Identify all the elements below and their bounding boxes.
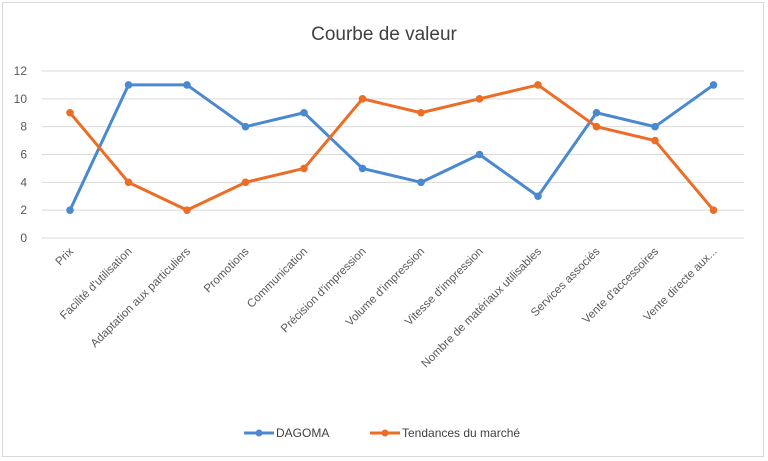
data-point	[475, 150, 484, 159]
data-point	[709, 81, 718, 89]
x-tick-label: Prix	[54, 245, 77, 268]
y-tick-label: 0	[20, 231, 27, 245]
y-tick-label: 10	[14, 92, 28, 106]
data-point	[592, 122, 601, 131]
data-point	[66, 108, 74, 117]
y-tick-label: 4	[20, 175, 27, 189]
y-tick-label: 2	[20, 203, 27, 217]
y-tick-label: 6	[20, 148, 27, 162]
data-point	[241, 122, 250, 131]
data-point	[534, 192, 542, 201]
series-line-tendances	[68, 83, 715, 212]
legend-point-marker	[255, 429, 263, 437]
chart-title: Courbe de valeur	[311, 24, 457, 45]
data-point	[417, 178, 425, 187]
data-point	[183, 81, 191, 89]
y-tick-label: 12	[14, 64, 28, 78]
data-point	[651, 122, 659, 131]
data-point	[300, 164, 308, 173]
data-point	[358, 95, 367, 103]
data-point	[651, 136, 659, 145]
data-point	[592, 108, 601, 117]
data-point	[534, 81, 542, 89]
data-point	[709, 206, 718, 214]
data-point	[183, 206, 191, 214]
data-point	[475, 95, 484, 103]
legend-label: DAGOMA	[276, 426, 329, 440]
y-tick-label: 8	[20, 120, 27, 134]
data-point	[417, 108, 425, 117]
legend-label: Tendances du marché	[402, 426, 520, 440]
series-line-dagoma	[68, 83, 715, 211]
data-point	[124, 178, 133, 187]
x-tick-label: Promotions	[202, 245, 252, 295]
x-tick-label: Adaptation aux particuliers	[89, 245, 193, 349]
data-point	[358, 164, 367, 173]
chart-frame	[2, 2, 764, 457]
data-point	[241, 178, 250, 187]
data-point	[300, 108, 308, 117]
data-point	[124, 81, 133, 89]
data-point	[66, 206, 74, 214]
x-tick-label: Nombre de matériaux utilisables	[419, 245, 544, 370]
x-tick-label: Communication	[245, 246, 310, 311]
legend-point-marker	[381, 429, 389, 437]
